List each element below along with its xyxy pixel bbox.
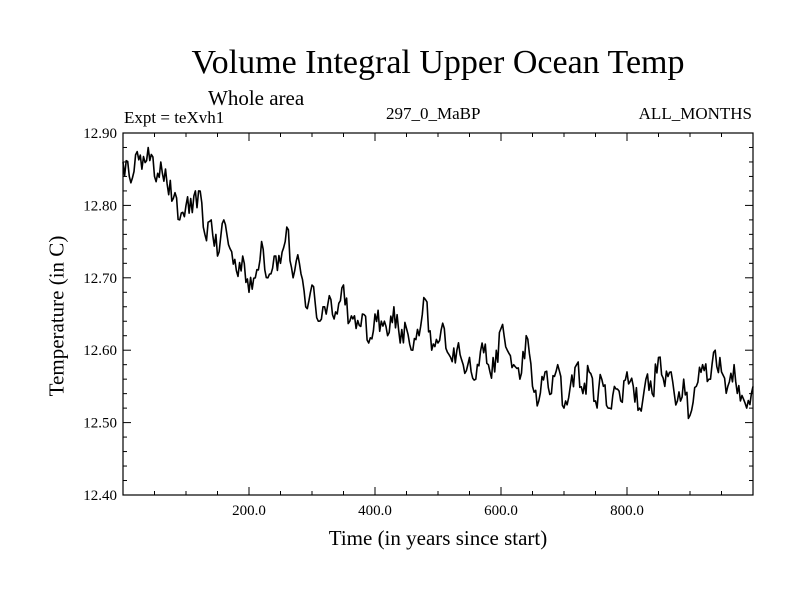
- chart-subtitle: Whole area: [208, 86, 305, 110]
- x-tick-label: 200.0: [232, 503, 266, 519]
- plot-frame: [122, 132, 754, 496]
- run-label: 297_0_MaBP: [386, 104, 481, 123]
- y-tick-label: 12.50: [83, 416, 117, 432]
- x-tick-label: 600.0: [484, 503, 518, 519]
- y-tick-label: 12.80: [83, 198, 117, 214]
- y-tick-label: 12.40: [83, 488, 117, 504]
- y-tick-label: 12.90: [83, 126, 117, 142]
- x-tick-label: 800.0: [610, 503, 644, 519]
- y-tick-label: 12.60: [83, 343, 117, 359]
- months-label: ALL_MONTHS: [638, 104, 752, 123]
- y-tick-label: 12.70: [83, 271, 117, 287]
- x-axis-label: Time (in years since start): [328, 526, 548, 550]
- temperature-series-line: [122, 146, 754, 420]
- x-tick-label: 400.0: [358, 503, 392, 519]
- chart-title: Volume Integral Upper Ocean Temp: [191, 44, 685, 81]
- experiment-label: Expt = teXvh1: [124, 108, 225, 127]
